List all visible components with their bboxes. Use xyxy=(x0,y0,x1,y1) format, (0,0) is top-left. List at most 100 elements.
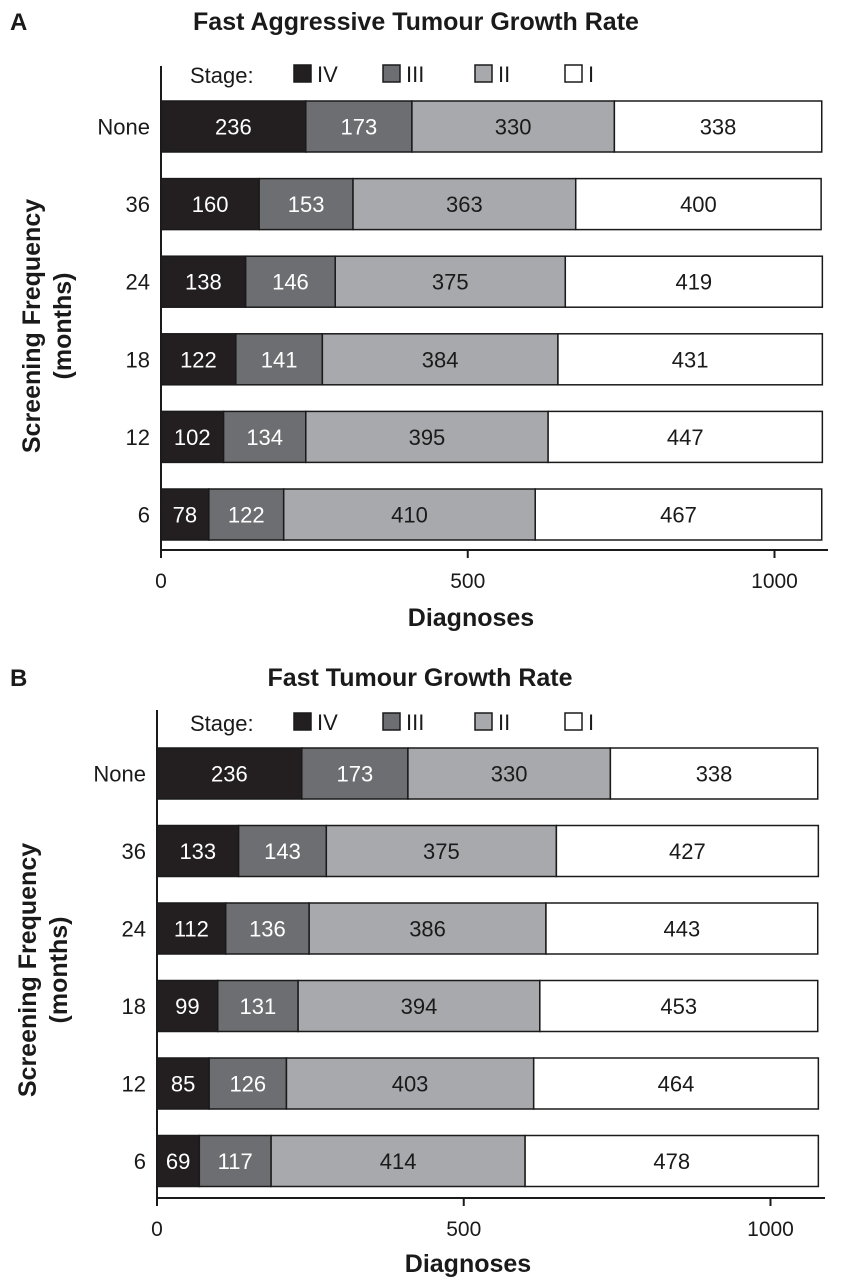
panel-a-data-label: 330 xyxy=(495,115,532,140)
panel-b-title: Fast Tumour Growth Rate xyxy=(267,664,572,692)
panel-a-data-label: 78 xyxy=(173,503,197,528)
panel-a-letter: A xyxy=(10,9,27,36)
panel-b-category-label: None xyxy=(93,762,146,787)
panel-b-data-label: 386 xyxy=(409,917,446,942)
panel-a-x-tick-label: 0 xyxy=(155,570,167,593)
panel-b-bar-segment-i xyxy=(609,747,819,800)
panel-a-data-label: 338 xyxy=(700,115,737,140)
panel-b-legend-swatch-iii xyxy=(382,712,401,731)
panel-a-data-label: 431 xyxy=(672,347,709,372)
panel-a-bar-segment-ii xyxy=(321,333,559,386)
panel-b-legend-label-iii: III xyxy=(406,710,424,735)
panel-b-data-label: 453 xyxy=(660,994,697,1019)
panel-b-data-label: 375 xyxy=(423,839,460,864)
panel-b-data-label: 112 xyxy=(174,917,209,942)
panel-b-bar-segment-iii xyxy=(301,747,409,800)
panel-b-x-tick-label: 500 xyxy=(446,1218,481,1241)
panel-b-data-label: 478 xyxy=(653,1149,690,1174)
panel-a-ylabel-line2: (months) xyxy=(49,273,77,380)
panel-b-legend-label-i: I xyxy=(588,710,594,735)
panel-a-bar-segment-i xyxy=(574,177,822,231)
panel-b-data-label: 464 xyxy=(658,1072,695,1097)
panel-a-bar-segment-iv xyxy=(160,333,237,386)
panel-a-data-label: 395 xyxy=(409,425,446,450)
panel-a-legend-swatch-ii xyxy=(474,64,493,83)
panel-a-bar-segment-iv xyxy=(160,488,210,541)
panel-a-data-label: 419 xyxy=(675,270,712,295)
panel-b-legend-label-iv: IV xyxy=(317,710,338,735)
panel-a-ylabel-line1: Screening Frequency xyxy=(18,199,46,453)
panel-b-bar-segment-iv xyxy=(156,979,219,1033)
panel-b-ylabel-line2: (months) xyxy=(45,917,73,1024)
panel-a-legend-swatch-iii xyxy=(382,64,401,83)
panel-b-bar-segment-ii xyxy=(308,902,547,955)
panel-b-bar-segment-i xyxy=(532,1057,820,1110)
panel-a-bar-segment-iv xyxy=(160,255,247,308)
panel-b-data-label: 443 xyxy=(663,917,700,942)
panel-b-legend-title: Stage: xyxy=(190,711,254,736)
panel-a-data-label: 447 xyxy=(667,425,704,450)
panel-a-data-label: 146 xyxy=(272,270,309,295)
panel-b-data-label: 117 xyxy=(218,1149,253,1174)
panel-b-bar-segment-iv xyxy=(156,1057,210,1110)
panel-a-x-tick-label: 1000 xyxy=(751,570,798,593)
panel-b-legend-swatch-iv xyxy=(293,712,312,731)
panel-b-bar-segment-iv xyxy=(156,747,303,800)
panel-a-bar-segment-i xyxy=(564,255,824,308)
panel-b-data-label: 131 xyxy=(240,994,277,1019)
panel-a-category-label: 24 xyxy=(126,270,150,295)
panel-b-letter: B xyxy=(10,665,27,692)
panel-b-data-label: 338 xyxy=(696,762,733,787)
panel-a-bar-segment-i xyxy=(613,100,823,153)
panel-b-xlabel: Diagnoses xyxy=(405,1250,531,1278)
panel-b-bar-segment-i xyxy=(539,979,819,1033)
panel-b-data-label: 414 xyxy=(380,1149,417,1174)
panel-a-data-label: 375 xyxy=(432,270,469,295)
panel-b-legend-swatch-ii xyxy=(474,712,493,731)
panel-b-data-label: 136 xyxy=(249,917,286,942)
panel-a-bar-segment-i xyxy=(547,410,824,464)
panel-b-category-label: 18 xyxy=(122,994,146,1019)
panel-b-category-label: 24 xyxy=(122,917,146,942)
panel-a-data-label: 363 xyxy=(446,192,483,217)
panel-b-bar-segment-i xyxy=(545,902,819,955)
panel-b-data-label: 69 xyxy=(166,1149,190,1174)
panel-a-bar-segment-ii xyxy=(282,488,536,541)
panel-b-ylabel-line1: Screening Frequency xyxy=(14,843,42,1097)
panel-b-bar-segment-ii xyxy=(297,979,541,1033)
panel-b-bar-segment-iii xyxy=(237,824,328,878)
panel-b-data-label: 403 xyxy=(392,1072,429,1097)
panel-b-category-label: 36 xyxy=(122,839,146,864)
panel-b-bar-segment-iv xyxy=(156,1134,201,1188)
panel-a-data-label: 384 xyxy=(422,347,459,372)
panel-b-bar-segment-iii xyxy=(208,1057,288,1110)
panel-a-category-label: 36 xyxy=(126,192,150,217)
panel-b-legend-swatch-i xyxy=(564,712,583,731)
panel-b: B Fast Tumour Growth Rate Screening Freq… xyxy=(10,664,825,1278)
panel-a-legend-label-i: I xyxy=(588,62,594,87)
panel-a-category-label: 12 xyxy=(126,425,150,450)
panel-a-legend-label-iv: IV xyxy=(317,62,338,87)
panel-b-bar-segment-i xyxy=(524,1134,820,1188)
panel-b-bar-segment-iv xyxy=(156,902,227,955)
panel-a-legend-label-ii: II xyxy=(498,62,510,87)
panel-a-data-label: 122 xyxy=(228,503,265,528)
panel-a-bar-segment-i xyxy=(557,333,824,386)
panel-a-bar-segment-ii xyxy=(305,410,549,464)
panel-b-bar-segment-iii xyxy=(216,979,299,1033)
panel-b-data-label: 173 xyxy=(336,762,373,787)
panel-a-data-label: 236 xyxy=(215,115,252,140)
panel-a-legend-swatch-iv xyxy=(293,64,312,83)
panel-a-data-label: 153 xyxy=(288,192,325,217)
panel-a-bar-segment-iv xyxy=(160,100,307,153)
panel-b-data-label: 99 xyxy=(175,994,199,1019)
panel-a-data-label: 138 xyxy=(185,270,222,295)
panel-a-bar-segment-iii xyxy=(305,100,413,153)
panel-b-bar-segment-iv xyxy=(156,824,240,878)
panel-b-bar-segment-i xyxy=(555,824,820,878)
panel-a-data-label: 173 xyxy=(340,115,377,140)
panel-b-data-label: 133 xyxy=(179,839,216,864)
panel-a-bar-segment-iii xyxy=(208,488,285,541)
panel-a-xlabel: Diagnoses xyxy=(408,604,534,632)
